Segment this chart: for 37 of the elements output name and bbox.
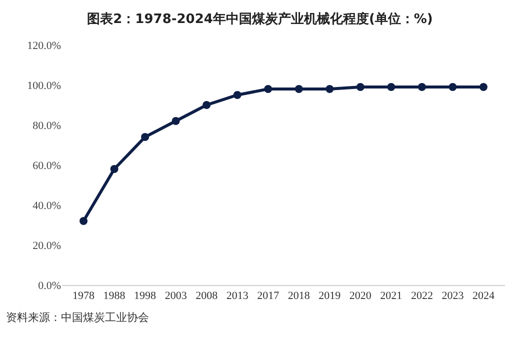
x-tick-label: 2024: [472, 290, 495, 302]
point: [233, 91, 242, 99]
point: [141, 133, 150, 141]
x-tick-label: 2017: [257, 290, 280, 302]
chart-title: 图表2：1978-2024年中国煤炭产业机械化程度(单位：%): [87, 10, 433, 27]
x-tick-label: 2018: [288, 290, 310, 302]
x-tick-label: 2022: [410, 290, 433, 302]
y-tick-label: 20.0%: [32, 240, 61, 252]
x-tick-label: 2008: [196, 290, 218, 302]
x-tick-label: 2023: [442, 290, 464, 302]
x-tick-label: 2003: [164, 290, 188, 302]
point: [326, 85, 334, 93]
point: [294, 85, 303, 93]
y-tick-label: 120.0%: [27, 40, 61, 52]
x-tick-label: 1988: [103, 290, 126, 302]
x-tick-label: 2019: [318, 290, 342, 302]
x-tick-label: 2013: [226, 290, 249, 302]
point: [110, 165, 118, 173]
point: [264, 85, 272, 93]
y-tick-label: 60.0%: [32, 160, 61, 172]
point: [172, 117, 180, 125]
x-tick-label: 1998: [134, 290, 157, 302]
point: [80, 217, 88, 225]
point: [479, 83, 488, 91]
y-tick-label: 100.0%: [27, 80, 61, 92]
x-tick-label: 1978: [72, 290, 96, 302]
y-tick-label: 80.0%: [32, 120, 61, 132]
x-tick-label: 2020: [349, 290, 372, 302]
point: [418, 83, 426, 91]
y-tick-label: 0.0%: [38, 280, 61, 292]
point: [387, 83, 396, 91]
text: 资料来源：中国煤炭工业协会: [6, 311, 149, 324]
point: [448, 83, 457, 91]
y-tick-label: 40.0%: [32, 200, 61, 212]
point: [202, 101, 211, 109]
point: [356, 83, 364, 91]
x-tick-label: 2021: [380, 290, 402, 302]
